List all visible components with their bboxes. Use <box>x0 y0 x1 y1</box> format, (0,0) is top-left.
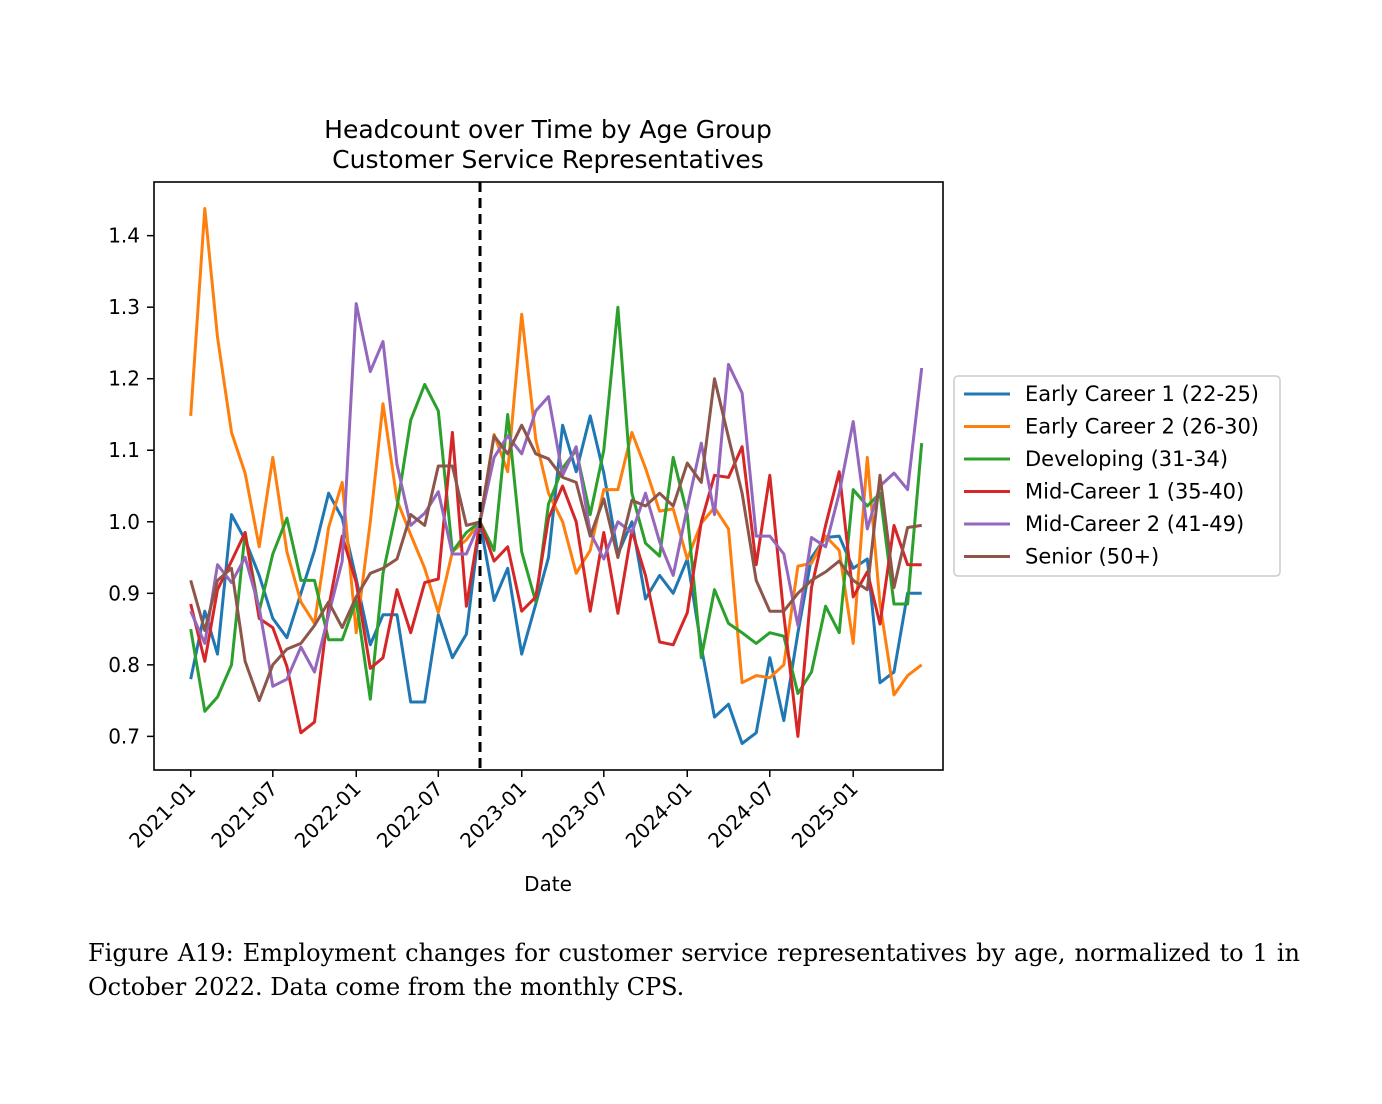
y-tick-label: 0.8 <box>108 653 140 677</box>
legend-label-6: Senior (50+) <box>1025 545 1159 569</box>
series-lines <box>189 207 924 745</box>
x-axis: 2021-01 2021-07 2022-01 2022-07 2023-01 2023-… <box>124 770 863 853</box>
y-tick-label: 1.4 <box>108 224 140 248</box>
legend-label-5: Mid-Career 2 (41-49) <box>1025 512 1244 536</box>
series-line-2 <box>189 207 923 697</box>
x-tick-label: 2023-07 <box>537 777 613 853</box>
x-tick-label: 2024-07 <box>703 777 779 853</box>
series-line-6 <box>189 377 922 703</box>
figure-caption: Figure A19: Employment changes for custo… <box>88 939 1300 1001</box>
legend-label-3: Developing (31-34) <box>1025 447 1228 471</box>
legend-label-4: Mid-Career 1 (35-40) <box>1025 480 1244 504</box>
series-line-3 <box>189 305 924 713</box>
legend-frame <box>953 375 1281 577</box>
legend-label-1: Early Career 1 (22-25) <box>1025 382 1259 406</box>
x-tick-label: 2021-07 <box>206 777 282 853</box>
y-tick-label: 1.1 <box>108 438 140 462</box>
y-tick-label: 0.9 <box>108 581 140 605</box>
y-tick-label: 1.0 <box>108 510 140 534</box>
y-tick-label: 0.7 <box>108 724 140 748</box>
series-line-5 <box>189 302 924 688</box>
y-axis: 0.7 0.8 0.9 1.0 1.1 1.2 1.3 1.4 <box>108 224 154 748</box>
x-tick-label: 2022-07 <box>372 777 448 853</box>
x-tick-label: 2023-01 <box>455 777 531 853</box>
x-tick-label: 2021-01 <box>124 777 200 853</box>
x-tick-label: 2022-01 <box>290 777 366 853</box>
chart-subtitle: Customer Service Representatives <box>332 145 764 174</box>
legend: Early Career 1 (22-25) Early Career 2 (26… <box>953 375 1281 577</box>
legend-label-2: Early Career 2 (26-30) <box>1025 415 1259 439</box>
y-tick-label: 1.3 <box>108 295 140 319</box>
chart-title: Headcount over Time by Age Group <box>324 115 772 144</box>
y-tick-label: 1.2 <box>108 367 140 391</box>
x-tick-label: 2024-01 <box>621 777 697 853</box>
x-axis-label: Date <box>524 872 572 896</box>
series-line-4 <box>189 430 922 738</box>
x-tick-label: 2025-01 <box>787 777 863 853</box>
